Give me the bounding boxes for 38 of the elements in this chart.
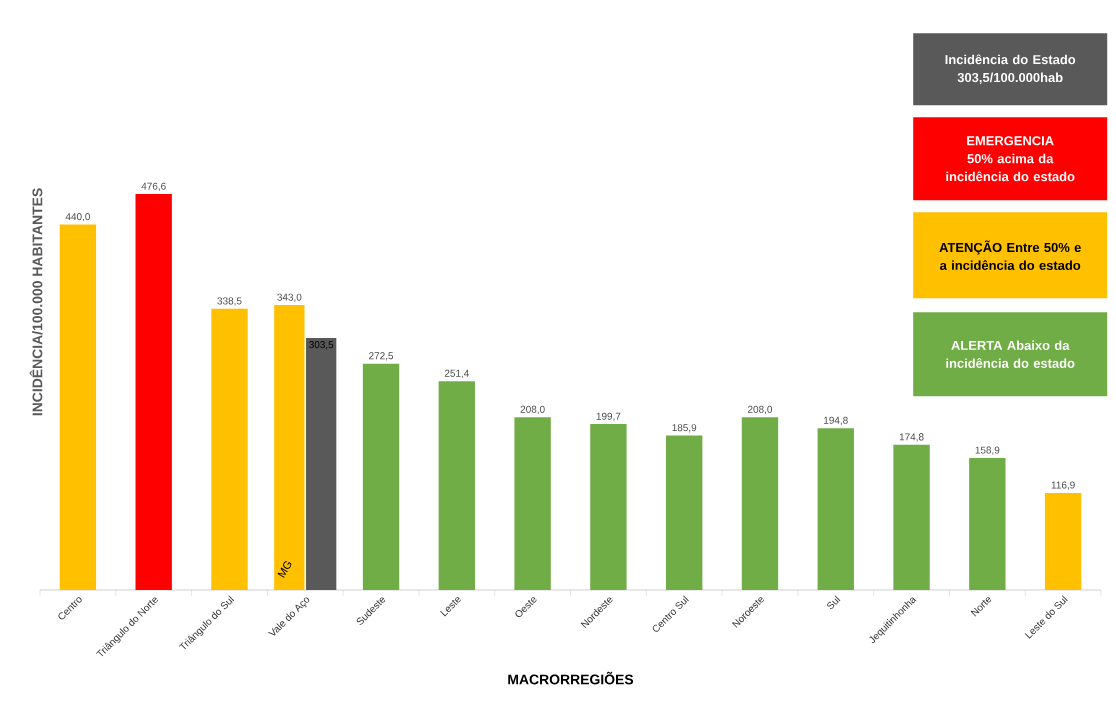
x-axis-title: MACRORREGIÕES (508, 671, 634, 685)
bar (135, 194, 172, 590)
bar (893, 444, 930, 590)
annotation: ATENÇÃO Entre 50% e a incidência do estado (939, 240, 1081, 270)
data-label: 208,0 (520, 405, 545, 415)
bar (590, 424, 627, 590)
bar (362, 363, 400, 590)
bar (59, 224, 97, 590)
data-label: 303,5 (309, 341, 334, 350)
data-label: 185,9 (672, 424, 697, 433)
bar (438, 381, 476, 590)
bar (741, 417, 779, 590)
text: EMERGENCIA 50% acima da incidência do estado (946, 136, 1075, 182)
bar (666, 435, 703, 590)
data-label: 199,7 (596, 412, 621, 421)
bar (817, 428, 854, 590)
data-label: 116,9 (1051, 481, 1075, 490)
data-label: 440,0 (65, 213, 90, 222)
data-label: 174,8 (899, 433, 924, 442)
bar (969, 458, 1006, 590)
data-label: 338,5 (217, 297, 242, 306)
data-label: 476,6 (141, 182, 166, 191)
y-axis-title: INCIDÊNCIA/100.000 HABITANTES (29, 188, 43, 416)
data-label: 251,4 (444, 369, 469, 378)
bar (211, 308, 248, 590)
data-label: 272,5 (369, 352, 394, 361)
bar (1044, 492, 1082, 590)
annotation: ALERTA Abaixo da incidência do estado (946, 340, 1075, 368)
bar (514, 417, 551, 590)
bar (306, 337, 337, 590)
text: Incidência do Estado 303,5/100.000hab (945, 54, 1076, 84)
x-tick-label: Vale do Aço (268, 597, 310, 636)
x-tick-label: Sul (827, 595, 841, 610)
data-label: 158,9 (975, 446, 1000, 455)
data-label: 343,0 (277, 293, 302, 302)
text: MG (277, 561, 292, 578)
data-label: 208,0 (748, 405, 773, 415)
data-label: 194,8 (824, 416, 848, 425)
